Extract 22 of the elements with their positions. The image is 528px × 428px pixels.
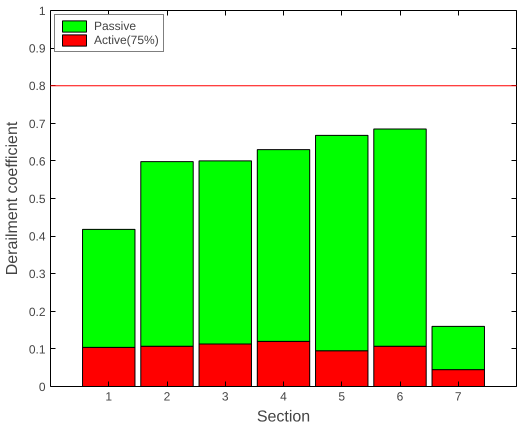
x-tick-label: 6 bbox=[396, 390, 404, 404]
x-tick-label: 2 bbox=[164, 390, 171, 404]
legend-label: Active(75%) bbox=[94, 33, 159, 47]
y-axis-title: Derailment coefficient bbox=[4, 121, 21, 276]
y-tick-label: 0.7 bbox=[28, 116, 46, 131]
y-tick-label: 0.8 bbox=[28, 79, 46, 94]
x-axis-title: Section bbox=[256, 408, 310, 426]
y-tick-label: 0.6 bbox=[28, 154, 46, 168]
x-tick-label: 3 bbox=[222, 390, 229, 404]
y-tick-label: 0.2 bbox=[28, 304, 46, 319]
legend-label: Passive bbox=[94, 19, 136, 33]
y-tick-label: 0.5 bbox=[28, 192, 46, 206]
x-tick-label: 5 bbox=[338, 390, 346, 404]
y-tick-label: 1 bbox=[38, 4, 46, 18]
y-tick-label: 0.1 bbox=[28, 342, 46, 356]
x-tick-label: 1 bbox=[105, 390, 112, 404]
y-tick-label: 0.3 bbox=[28, 267, 46, 282]
x-tick-label: 7 bbox=[454, 390, 462, 404]
y-tick-label: 0.9 bbox=[28, 42, 46, 56]
y-tick-label: 0 bbox=[38, 380, 46, 394]
x-tick-label: 4 bbox=[280, 390, 288, 404]
y-tick-label: 0.4 bbox=[28, 230, 46, 244]
